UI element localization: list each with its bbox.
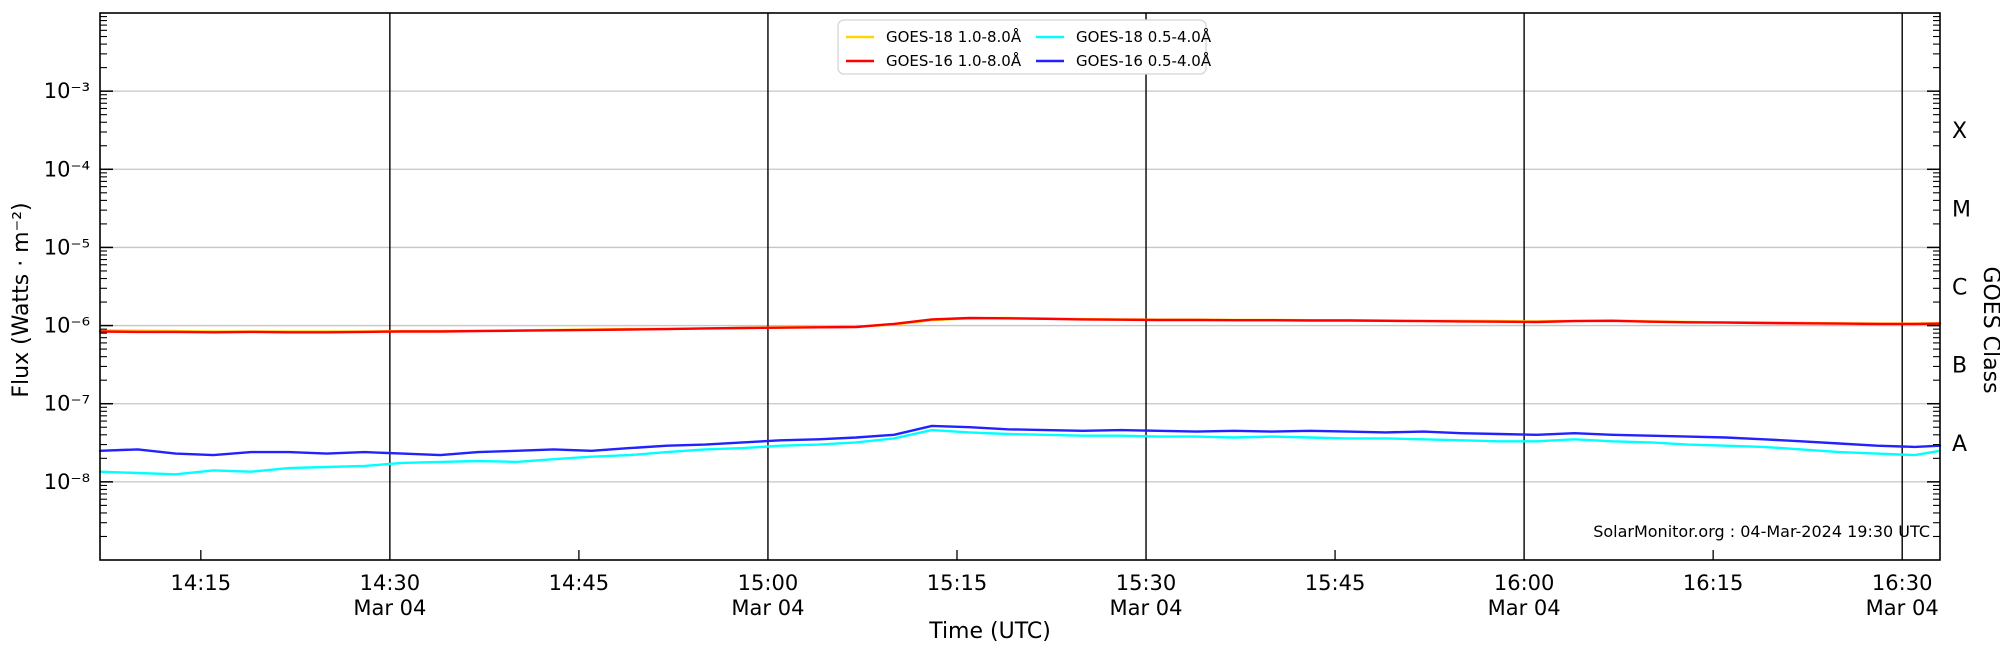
y-axis-title-right: GOES Class [1978,266,2000,393]
legend-box [837,19,1207,75]
x-tick-label: 15:30 [1116,571,1177,595]
data-series-lines [98,316,1942,476]
axis-ticks [100,16,1940,560]
y-tick-label: 10⁻⁵ [44,235,90,259]
vertical-gridlines [389,13,1903,560]
legend-label: GOES-18 0.5-4.0Å [1076,27,1212,46]
series-line-goes-18-0-5-4-0- [98,428,1942,476]
solarmonitor-annotation: SolarMonitor.org : 04-Mar-2024 19:30 UTC [1593,522,1930,541]
x-date-sublabel: Mar 04 [1866,596,1939,620]
x-tick-label: 16:30 [1872,571,1933,595]
x-tick-label: 15:00 [738,571,799,595]
goes-class-letter: X [1952,119,1967,144]
y-tick-label: 10⁻³ [44,79,90,103]
y-tick-label: 10⁻⁸ [44,470,90,494]
x-date-sublabel: Mar 04 [1110,596,1183,620]
source-annotation: SolarMonitor.org : 04-Mar-2024 19:30 UTC [1593,522,1930,541]
legend-label: GOES-16 0.5-4.0Å [1076,51,1212,70]
x-tick-label: 16:00 [1494,571,1555,595]
x-tick-label: 15:15 [927,571,988,595]
horizontal-gridlines [100,90,1940,483]
x-tick-label: 16:15 [1683,571,1744,595]
x-date-sublabel: Mar 04 [1488,596,1561,620]
series-line-goes-16-0-5-4-0- [98,424,1942,457]
y-tick-label: 10⁻⁷ [44,392,90,416]
axes-spines [99,12,1941,561]
plot-background [100,13,1940,560]
legend: GOES-18 1.0-8.0Å GOES-16 1.0-8.0Å GOES-18 … [837,19,1212,75]
x-date-sublabel: Mar 04 [353,596,426,620]
series-line-goes-16-1-0-8-0- [98,316,1942,334]
x-tick-label: 14:15 [171,571,232,595]
x-date-sublabel: Mar 04 [731,596,804,620]
x-tick-label: 14:45 [549,571,610,595]
y-tick-label: 10⁻⁶ [44,314,90,338]
x-tick-label: 15:45 [1305,571,1366,595]
goes-class-letter: B [1952,354,1967,379]
goes-class-letter: C [1952,276,1967,301]
goes-class-letter: A [1952,432,1967,457]
y-axis-title-left: Flux (Watts · m⁻²) [9,202,34,397]
plot-border [99,12,1941,561]
plot-background-layer [100,13,1940,560]
x-axis-title: Time (UTC) [928,619,1051,644]
goes-class-letter: M [1952,197,1971,222]
x-tick-label: 14:30 [360,571,421,595]
y-tick-label: 10⁻⁴ [44,157,90,181]
legend-label: GOES-16 1.0-8.0Å [886,51,1022,70]
legend-label: GOES-18 1.0-8.0Å [886,27,1022,46]
